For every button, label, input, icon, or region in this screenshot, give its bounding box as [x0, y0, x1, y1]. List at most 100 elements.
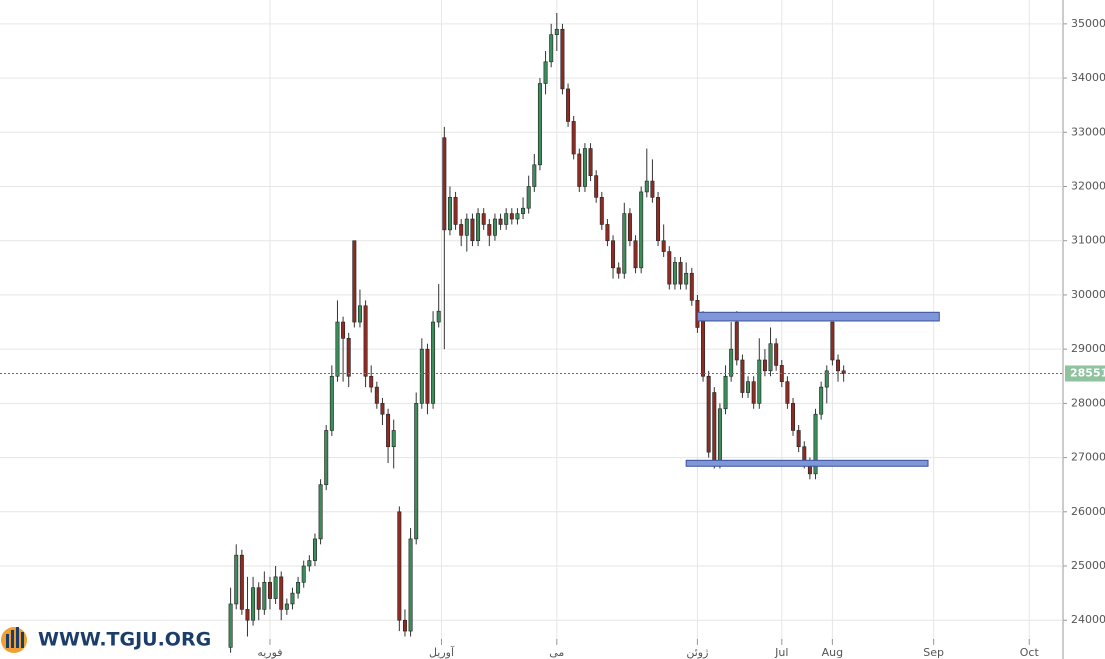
candle-body: [684, 272, 689, 285]
candle-body: [329, 375, 334, 431]
candle-body: [701, 316, 706, 377]
candle-body: [650, 180, 655, 198]
candle-body: [678, 262, 683, 285]
logo-bar: [6, 634, 9, 648]
candle-body: [751, 381, 756, 404]
candle-body: [717, 408, 722, 464]
candle-body: [251, 587, 256, 621]
y-tick-label: 26000: [1071, 505, 1105, 518]
y-tick-label: 32000: [1071, 180, 1105, 193]
candle-body: [436, 310, 441, 323]
candle-body: [380, 403, 385, 415]
candle-body: [414, 403, 419, 540]
candle-body: [740, 359, 745, 393]
candle-body: [464, 218, 469, 236]
candle-body: [391, 430, 396, 448]
logo-text: WWW.TGJU.ORG: [38, 629, 211, 651]
candle-body: [363, 305, 368, 377]
candle-body: [729, 348, 734, 377]
y-tick-label: 31000: [1071, 234, 1105, 247]
candle-body: [352, 240, 357, 323]
candle-body: [712, 392, 717, 464]
logo: WWW.TGJU.ORG: [1, 627, 211, 653]
y-tick-label: 34000: [1071, 71, 1105, 84]
candle-body: [706, 375, 711, 453]
candle-body: [605, 224, 610, 242]
candle-body: [667, 251, 672, 285]
candle-body: [836, 359, 841, 372]
candle-body: [481, 213, 486, 225]
x-tick-label: فوریه: [257, 646, 282, 659]
candle-body: [397, 511, 402, 621]
candle-body: [824, 370, 829, 388]
candle-body: [374, 386, 379, 404]
candle-body: [487, 224, 492, 236]
candle-body: [312, 538, 317, 561]
logo-bar: [11, 630, 14, 648]
candle-body: [616, 267, 621, 274]
candle-body: [532, 164, 537, 187]
candle-body: [346, 338, 351, 377]
candle-body: [627, 213, 632, 242]
x-tick-label: می: [549, 646, 564, 659]
candle-body: [419, 348, 424, 404]
candle-body: [762, 359, 767, 372]
candle-body: [611, 240, 616, 269]
candle-body: [239, 554, 244, 610]
candle-body: [296, 581, 301, 594]
logo-bar: [21, 632, 24, 648]
candle-body: [549, 34, 554, 63]
candle-body: [841, 370, 846, 374]
candle-body: [402, 619, 407, 632]
x-tick-label: Aug: [822, 646, 843, 659]
candle-body: [796, 430, 801, 448]
y-tick-label: 28000: [1071, 396, 1105, 409]
candle-body: [290, 592, 295, 605]
candle-body: [656, 197, 661, 242]
candle-body: [324, 430, 329, 485]
candle-body: [408, 538, 413, 632]
candle-body: [273, 576, 278, 599]
candle-body: [335, 321, 340, 377]
candle-body: [262, 581, 267, 610]
candle-body: [622, 213, 627, 274]
candle-body: [639, 191, 644, 269]
candle-body: [357, 305, 362, 323]
candle-body: [307, 560, 312, 567]
candle-body: [819, 386, 824, 415]
candle-body: [582, 148, 587, 187]
candle-body: [318, 484, 323, 540]
y-tick-label: 35000: [1071, 17, 1105, 30]
candle-body: [723, 375, 728, 410]
candle-body: [588, 148, 593, 176]
candle-body: [425, 348, 430, 404]
candle-body: [526, 186, 531, 209]
candle-body: [504, 213, 509, 225]
candle-body: [234, 554, 239, 605]
candle-body: [476, 213, 481, 242]
candle-body: [672, 262, 677, 285]
candle-body: [633, 240, 638, 269]
candle-body: [543, 61, 548, 84]
logo-bar: [16, 627, 19, 648]
price-zone: [685, 459, 929, 467]
candle-body: [453, 197, 458, 225]
candle-body: [431, 321, 436, 404]
y-tick-label: 33000: [1071, 125, 1105, 138]
candle-body: [554, 28, 559, 35]
candle-body: [301, 565, 306, 583]
last-price-box: [1065, 365, 1105, 382]
candle-body: [689, 272, 694, 301]
x-tick-label: Jul: [774, 646, 788, 659]
candle-body: [447, 197, 452, 231]
candle-body: [813, 413, 818, 475]
candle-body: [279, 576, 284, 610]
candle-body: [492, 218, 497, 236]
candle-body: [284, 603, 289, 610]
candle-body: [245, 609, 250, 621]
candle-body: [560, 28, 565, 90]
candle-body: [661, 240, 666, 252]
candle-body: [774, 343, 779, 366]
